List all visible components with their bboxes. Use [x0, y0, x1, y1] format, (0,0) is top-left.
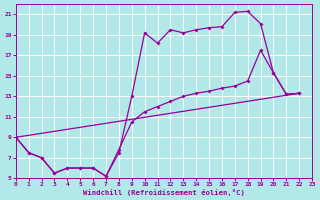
X-axis label: Windchill (Refroidissement éolien,°C): Windchill (Refroidissement éolien,°C) — [83, 189, 245, 196]
